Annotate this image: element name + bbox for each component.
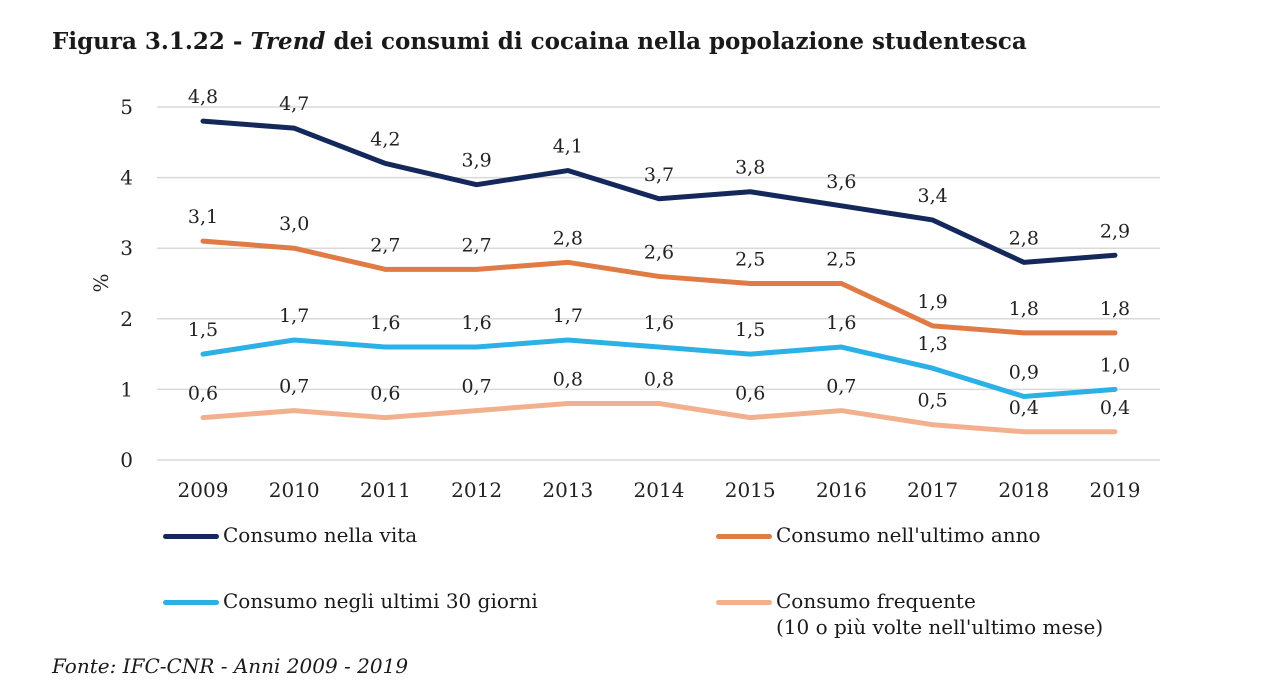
x-tick-label: 2012 (451, 478, 502, 502)
y-tick-label: 2 (120, 307, 133, 331)
data-label: 4,7 (279, 93, 309, 115)
data-label: 3,8 (735, 157, 765, 179)
data-label: 2,6 (644, 241, 674, 263)
legend-label: Consumo negli ultimi 30 giorni (223, 589, 538, 613)
data-label: 0,7 (461, 376, 491, 398)
data-label: 2,7 (370, 234, 400, 256)
data-label: 0,6 (370, 383, 400, 405)
x-tick-label: 2016 (816, 478, 867, 502)
data-labels: 4,8 4,7 4,2 3,9 4,1 3,7 3,8 3,6 3,4 2,8 2,9 3,1 3,0 2… (188, 86, 1130, 419)
data-label: 0,6 (188, 383, 218, 405)
data-label: 3,1 (188, 206, 218, 228)
data-label: 0,6 (735, 383, 765, 405)
data-label: 1,6 (826, 312, 856, 334)
title-prefix: Figura 3.1.22 - (52, 28, 251, 55)
title-suffix: dei consumi di cocaina nella popolazione… (325, 28, 1027, 55)
data-label: 0,9 (1009, 361, 1039, 383)
x-tick-label: 2011 (360, 478, 411, 502)
x-axis-ticks: 2009 2010 2011 2012 2013 2014 2015 2016 2017 2018… (178, 478, 1141, 502)
data-label: 4,8 (188, 86, 218, 108)
series-lines (200, 118, 1118, 435)
data-label: 1,6 (644, 312, 674, 334)
legend-swatch (716, 534, 772, 539)
x-tick-label: 2010 (269, 478, 320, 502)
data-label: 0,8 (553, 369, 583, 391)
data-label: 1,8 (1100, 298, 1130, 320)
legend-label: Consumo nell'ultimo anno (776, 523, 1041, 547)
y-tick-label: 1 (120, 377, 133, 401)
data-label: 2,7 (461, 234, 491, 256)
data-label: 3,9 (461, 150, 491, 172)
data-label: 2,8 (553, 227, 583, 249)
x-tick-label: 2013 (542, 478, 593, 502)
data-label: 1,9 (917, 291, 947, 313)
legend-item-lifetime: Consumo nella vita (163, 522, 417, 548)
data-label: 1,5 (188, 319, 218, 341)
data-label: 4,1 (553, 136, 583, 158)
data-label: 0,7 (826, 376, 856, 398)
legend-swatch (163, 534, 219, 539)
source-note: Fonte: IFC-CNR - Anni 2009 - 2019 (52, 654, 409, 678)
data-label: 0,8 (644, 369, 674, 391)
title-emphasis: Trend (250, 28, 326, 55)
legend-label: Consumo frequente (10 o più volte nell'u… (776, 589, 1104, 639)
y-axis-ticks: 0 1 2 3 4 5 (120, 95, 133, 472)
x-tick-label: 2009 (178, 478, 229, 502)
data-label: 2,8 (1009, 227, 1039, 249)
legend-label: Consumo nella vita (223, 523, 418, 547)
y-tick-label: 3 (120, 236, 133, 260)
data-label: 1,0 (1100, 354, 1130, 376)
data-label: 2,9 (1100, 220, 1130, 242)
x-tick-label: 2019 (1090, 478, 1141, 502)
legend-item-last-year: Consumo nell'ultimo anno (716, 522, 1041, 548)
data-label: 0,4 (1100, 397, 1130, 419)
chart-title: Figura 3.1.22 - Trend dei consumi di coc… (52, 28, 1027, 55)
series-line (200, 401, 1118, 435)
y-axis-label: % (89, 273, 113, 292)
data-label: 1,6 (461, 312, 491, 334)
data-label: 3,4 (917, 185, 947, 207)
data-label: 1,5 (735, 319, 765, 341)
data-label: 0,7 (279, 376, 309, 398)
legend-swatch (163, 600, 219, 605)
y-tick-label: 5 (120, 95, 133, 119)
data-label: 0,5 (917, 390, 947, 412)
data-label: 4,2 (370, 128, 400, 150)
x-tick-label: 2017 (907, 478, 958, 502)
legend-item-last-30-days: Consumo negli ultimi 30 giorni (163, 588, 538, 614)
line-chart: 0 1 2 3 4 5 % 2009 2010 2011 2012 2013 2014 2015 201… (89, 86, 1160, 502)
data-label: 2,5 (826, 249, 856, 271)
legend-item-frequent: Consumo frequente (10 o più volte nell'u… (716, 588, 1103, 640)
data-label: 3,0 (279, 213, 309, 235)
x-tick-label: 2015 (725, 478, 776, 502)
x-tick-label: 2018 (998, 478, 1049, 502)
x-tick-label: 2014 (634, 478, 685, 502)
y-tick-label: 4 (120, 166, 133, 190)
data-label: 1,3 (917, 333, 947, 355)
series-line (200, 337, 1118, 399)
data-label: 3,6 (826, 171, 856, 193)
data-label: 2,5 (735, 249, 765, 271)
legend-swatch (716, 600, 772, 605)
series-line (200, 238, 1118, 336)
data-label: 0,4 (1009, 397, 1039, 419)
data-label: 3,7 (644, 164, 674, 186)
data-label: 1,8 (1009, 298, 1039, 320)
series-line (200, 118, 1118, 265)
y-tick-label: 0 (120, 448, 133, 472)
data-label: 1,6 (370, 312, 400, 334)
data-label: 1,7 (553, 305, 583, 327)
data-label: 1,7 (279, 305, 309, 327)
